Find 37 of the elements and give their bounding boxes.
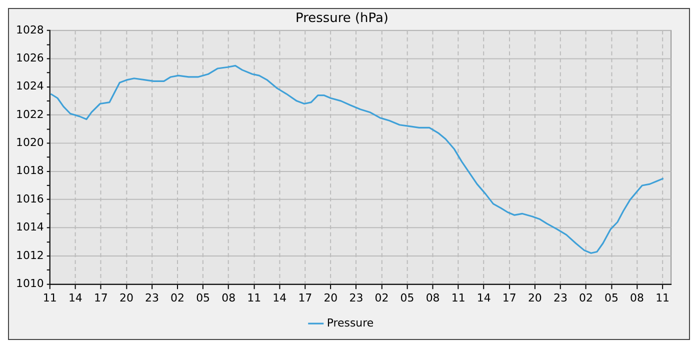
x-tick-label: 08 xyxy=(222,292,236,304)
x-tick-label: 17 xyxy=(298,292,312,304)
x-tick-label: 20 xyxy=(324,292,338,304)
x-tick-label: 17 xyxy=(94,292,108,304)
x-tick-label: 05 xyxy=(604,292,618,304)
y-tick-label: 1022 xyxy=(16,108,44,121)
y-tick-label: 1024 xyxy=(16,80,44,93)
legend-label: Pressure xyxy=(326,316,374,330)
x-tick-label: 14 xyxy=(476,292,491,304)
x-tick-label: 23 xyxy=(349,292,364,304)
x-tick-label: 23 xyxy=(553,292,568,304)
x-tick-label: 20 xyxy=(528,292,542,304)
x-tick-label: 02 xyxy=(170,292,184,304)
x-tick-label: 20 xyxy=(119,292,134,304)
x-tick-label: 02 xyxy=(578,292,593,304)
x-tick-label: 17 xyxy=(502,292,516,304)
x-tick-label: 05 xyxy=(400,292,414,304)
y-tick-label: 1012 xyxy=(16,248,44,262)
y-tick-label: 1016 xyxy=(16,192,44,206)
x-tick-label: 02 xyxy=(374,292,389,304)
chart-title: Pressure (hPa) xyxy=(296,11,388,26)
x-tick-label: 08 xyxy=(630,292,644,304)
x-tick-label: 14 xyxy=(68,292,82,304)
y-tick-label: 1020 xyxy=(16,136,44,150)
x-tick-label: 11 xyxy=(247,292,262,304)
x-tick-label: 11 xyxy=(451,292,466,304)
x-tick-label: 11 xyxy=(656,292,670,304)
x-tick-label: 23 xyxy=(145,292,159,304)
x-tick-label: 11 xyxy=(42,292,57,304)
y-tick-label: 1010 xyxy=(16,276,44,290)
x-tick-label: 05 xyxy=(196,292,210,304)
y-tick-label: 1014 xyxy=(16,220,44,234)
y-tick-label: 1026 xyxy=(16,52,44,64)
x-tick-label: 14 xyxy=(272,292,287,304)
y-tick-label: 1018 xyxy=(16,164,44,178)
y-tick-label: 1028 xyxy=(16,23,44,36)
x-tick-label: 08 xyxy=(426,292,440,304)
